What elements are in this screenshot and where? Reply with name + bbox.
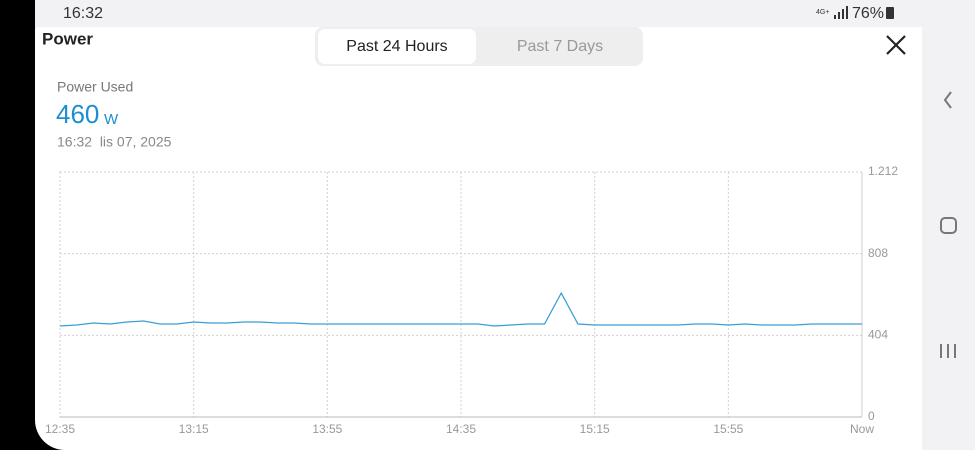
battery-icon (886, 7, 894, 19)
battery-text: 76% (852, 5, 884, 22)
tab[interactable]: Past 7 Days (517, 38, 603, 55)
x-tick-label: 14:35 (446, 422, 476, 436)
x-tick-label: 15:55 (713, 422, 743, 436)
y-tick-label: 404 (868, 328, 888, 342)
nav-buttons (940, 91, 957, 358)
metric-timestamp: 16:32 lis 07, 2025 (57, 134, 172, 150)
close-button[interactable] (886, 35, 906, 55)
y-tick-label: 1.212 (868, 164, 898, 178)
x-tick-label: 12:35 (45, 422, 75, 436)
data-line (59, 291, 862, 327)
back-button[interactable] (943, 91, 952, 109)
metric-label: Power Used (57, 79, 133, 95)
metric-unit: W (104, 111, 119, 128)
y-tick-label: 808 (868, 246, 888, 260)
nav-bar (922, 0, 975, 450)
x-tick-label: 13:15 (179, 422, 209, 436)
page-title: Power (42, 29, 93, 48)
app-surface (35, 0, 975, 450)
x-tick-label: 13:55 (312, 422, 342, 436)
signal-icon (834, 6, 848, 19)
network-type: 4G+ (816, 9, 829, 16)
tab[interactable]: Past 24 Hours (346, 38, 447, 55)
metric-value: 460 (56, 99, 99, 129)
x-tick-label: 15:15 (580, 422, 610, 436)
tab-active-bg (318, 29, 476, 64)
x-tick-label: Now (850, 422, 874, 436)
status-bar (35, 0, 923, 27)
y-tick-label: 0 (868, 409, 875, 423)
recents-button[interactable] (940, 344, 956, 358)
home-button[interactable] (940, 217, 957, 234)
status-time: 16:32 (63, 5, 103, 22)
